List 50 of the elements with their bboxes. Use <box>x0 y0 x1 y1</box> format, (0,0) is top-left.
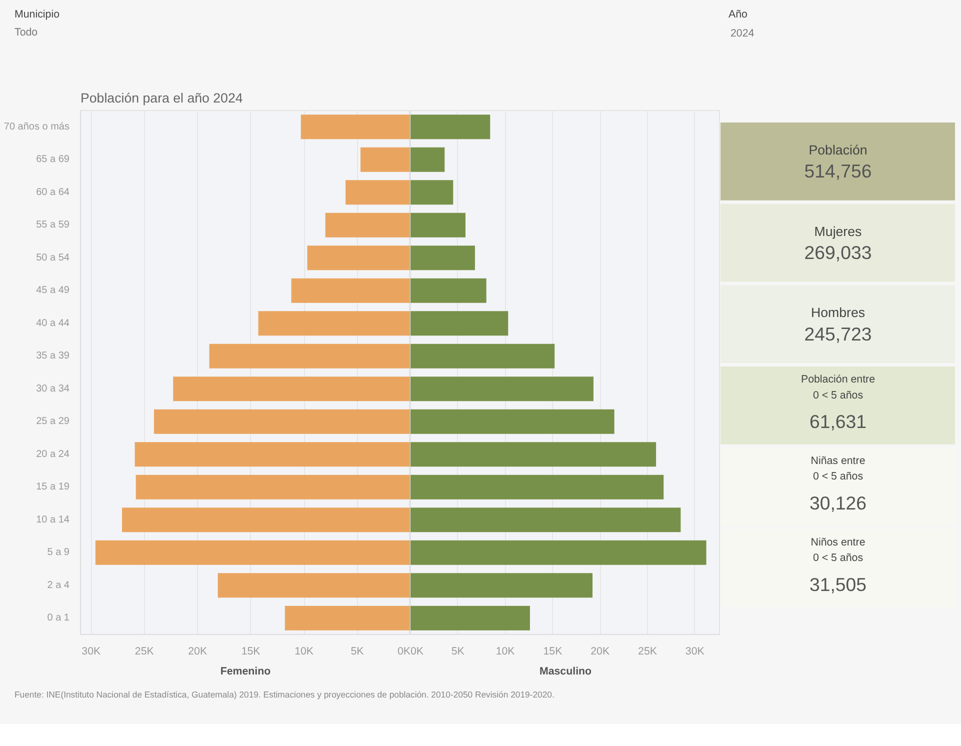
text: Población <box>808 142 868 158</box>
text: 2024 <box>730 28 754 40</box>
x-tick-label: 20K <box>188 646 208 658</box>
y-tick-label: 35 a 39 <box>36 350 70 362</box>
x-tick-label: 10K <box>496 646 515 658</box>
text: Todo <box>14 26 38 38</box>
x-tick-label: 10K <box>294 646 314 658</box>
text: 30,126 <box>809 492 867 514</box>
chart-title: Población para el año 2024 <box>80 90 244 106</box>
y-tick-label: 10 a 14 <box>36 514 70 526</box>
text: 31,505 <box>809 574 867 595</box>
text: Hombres <box>810 305 866 320</box>
y-tick-label: 2 a 4 <box>47 580 70 591</box>
y-tick-label: 25 a 29 <box>36 416 70 428</box>
x-tick-label: 30K <box>685 646 704 658</box>
y-tick-label: 30 a 34 <box>36 383 70 394</box>
y-tick-label: 70 años o más <box>4 121 70 132</box>
y-tick-label: 45 a 49 <box>36 285 70 296</box>
y-tick-label: 0 a 1 <box>47 612 70 624</box>
text: 245,723 <box>804 323 872 344</box>
y-tick-label: 60 a 64 <box>36 186 70 198</box>
x-tick-label: 30K <box>82 646 101 658</box>
y-tick-label: 55 a 59 <box>36 220 70 231</box>
x-tick-label: 5K <box>350 646 364 658</box>
y-tick-label: 15 a 19 <box>36 482 70 493</box>
y-tick-label: 65 a 69 <box>36 154 70 166</box>
text: Niños entre 0 < 5 años <box>810 536 866 564</box>
text: Mujeres <box>814 224 862 239</box>
x-tick-label: 25K <box>638 646 657 658</box>
text: Año <box>728 8 748 20</box>
source-note: Fuente: INE(Instituto Nacional de Estadística, Guatemala) 2019. Estimaciones y proyecciones de población. 2010-2050 Revisión 2019-2020. <box>14 690 554 700</box>
x-tick-label: 0K <box>410 646 424 658</box>
x-tick-label: 25K <box>134 646 154 658</box>
x-tick-label: 0K <box>397 646 411 658</box>
x-tick-label: 20K <box>590 646 610 658</box>
text: Municipio <box>14 8 60 20</box>
text: Población entre 0 < 5 años <box>800 374 876 402</box>
x-axis-title: Femenino <box>220 666 272 678</box>
text: 61,631 <box>809 411 867 432</box>
y-tick-label: 40 a 44 <box>36 318 70 329</box>
y-tick-label: 50 a 54 <box>36 252 70 264</box>
x-tick-label: 15K <box>241 646 260 658</box>
text: 514,756 <box>804 160 872 182</box>
y-tick-label: 5 a 9 <box>47 547 70 558</box>
y-tick-label: 20 a 24 <box>36 448 70 460</box>
text: Niñas entre 0 < 5 años <box>810 455 866 483</box>
x-tick-label: 5K <box>451 646 464 658</box>
text: 269,033 <box>804 242 872 264</box>
x-tick-label: 15K <box>543 646 562 658</box>
x-axis-title: Masculino <box>539 666 592 678</box>
